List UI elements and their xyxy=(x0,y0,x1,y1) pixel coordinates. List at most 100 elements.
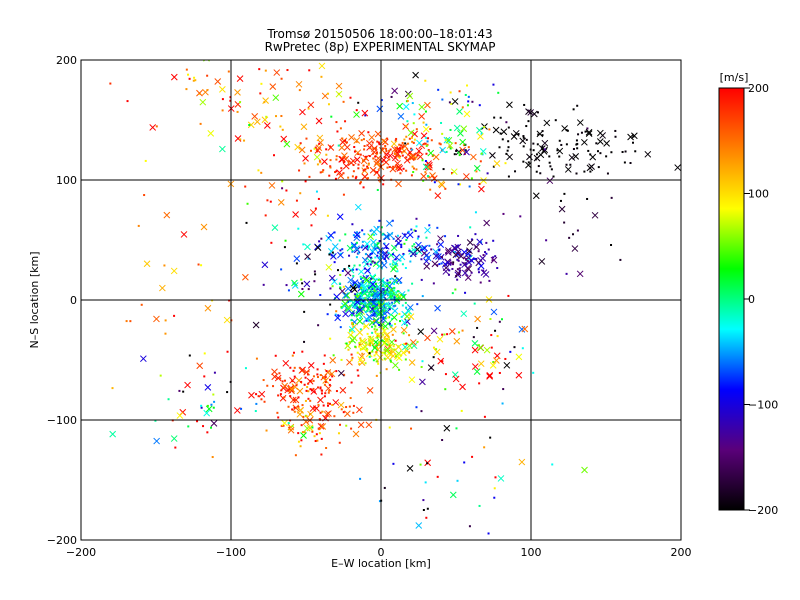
scatter-dot xyxy=(281,128,284,131)
scatter-dot xyxy=(377,362,380,365)
scatter-dot xyxy=(347,161,350,164)
scatter-dot xyxy=(537,165,540,168)
scatter-dot xyxy=(494,255,497,258)
scatter-dot xyxy=(364,114,367,117)
scatter-dot xyxy=(221,98,224,101)
scatter-cross xyxy=(503,361,511,369)
scatter-cross xyxy=(460,125,468,133)
scatter-dot xyxy=(326,214,329,217)
scatter-dot xyxy=(196,420,199,423)
scatter-dot xyxy=(384,260,387,263)
scatter-dot xyxy=(428,244,431,247)
scatter-cross xyxy=(302,154,309,162)
scatter-dot xyxy=(374,155,377,158)
scatter-dot xyxy=(559,199,562,202)
scatter-cross xyxy=(371,290,379,298)
scatter-dot xyxy=(545,239,548,242)
scatter-cross xyxy=(525,161,532,169)
scatter-dot xyxy=(395,166,398,169)
scatter-dot xyxy=(387,316,390,319)
scatter-cross xyxy=(521,325,529,333)
scatter-dot xyxy=(393,282,396,285)
scatter-dot xyxy=(420,365,423,368)
scatter-dot xyxy=(389,344,392,347)
scatter-dot xyxy=(144,159,147,162)
scatter-dot xyxy=(411,245,414,248)
scatter-dot xyxy=(338,239,341,242)
scatter-cross xyxy=(585,130,593,137)
scatter-dot xyxy=(552,175,555,178)
scatter-dot xyxy=(368,155,371,158)
scatter-cross xyxy=(328,370,336,378)
scatter-dot xyxy=(392,345,395,348)
scatter-dot xyxy=(396,234,399,237)
scatter-dot xyxy=(337,432,340,435)
scatter-dot xyxy=(399,259,402,262)
scatter-dot xyxy=(412,171,415,174)
scatter-dot xyxy=(420,410,423,413)
scatter-cross xyxy=(300,432,307,439)
scatter-dot xyxy=(367,319,370,322)
scatter-dot xyxy=(326,402,329,405)
scatter-dot xyxy=(318,432,321,435)
scatter-cross xyxy=(391,277,398,284)
scatter-dot xyxy=(565,143,568,146)
scatter-dot xyxy=(403,294,406,297)
scatter-dot xyxy=(349,397,352,400)
scatter-cross xyxy=(406,304,414,311)
scatter-dot xyxy=(308,175,311,178)
scatter-dot xyxy=(305,415,308,418)
scatter-dot xyxy=(548,155,551,158)
scatter-dot xyxy=(280,115,283,118)
scatter-dot xyxy=(457,183,460,186)
scatter-dot xyxy=(382,321,385,324)
scatter-dot xyxy=(486,172,489,175)
scatter-dot xyxy=(244,185,247,188)
scatter-dot xyxy=(383,258,386,261)
scatter-dot xyxy=(374,330,377,333)
scatter-dot xyxy=(323,383,326,386)
scatter-cross xyxy=(477,360,485,368)
scatter-dot xyxy=(378,219,381,222)
scatter-dot xyxy=(304,180,307,183)
scatter-dot xyxy=(376,346,379,349)
scatter-dot xyxy=(404,266,407,269)
scatter-dot xyxy=(185,68,188,71)
scatter-dot xyxy=(373,314,376,317)
scatter-cross xyxy=(342,310,349,318)
scatter-cross xyxy=(272,94,280,102)
scatter-dot xyxy=(286,69,289,72)
scatter-dot xyxy=(385,247,388,250)
scatter-dot xyxy=(377,343,380,346)
scatter-dot xyxy=(302,243,305,246)
scatter-dot xyxy=(318,142,321,145)
scatter-dot xyxy=(483,415,486,418)
scatter-dot xyxy=(262,283,265,286)
scatter-cross xyxy=(446,142,454,149)
scatter-cross xyxy=(409,250,417,258)
scatter-dot xyxy=(213,371,216,374)
scatter-dot xyxy=(389,148,392,151)
scatter-dot xyxy=(388,322,391,325)
scatter-cross xyxy=(424,334,431,342)
scatter-cross xyxy=(247,121,255,129)
scatter-dot xyxy=(369,252,372,255)
scatter-dot xyxy=(525,138,528,141)
scatter-dot xyxy=(350,319,353,322)
scatter-dot xyxy=(396,270,399,273)
scatter-dot xyxy=(398,143,401,146)
scatter-cross xyxy=(296,387,304,395)
scatter-dot xyxy=(283,396,286,399)
scatter-dot xyxy=(229,96,232,99)
scatter-cross xyxy=(319,423,327,430)
scatter-dot xyxy=(389,281,392,284)
scatter-dot xyxy=(376,334,379,337)
scatter-dot xyxy=(299,445,302,448)
scatter-cross xyxy=(325,385,332,392)
scatter-dot xyxy=(621,151,624,154)
scatter-dot xyxy=(366,245,369,248)
scatter-dot xyxy=(369,229,372,232)
scatter-dot xyxy=(449,147,452,150)
scatter-dot xyxy=(325,148,328,151)
scatter-dot xyxy=(342,100,345,103)
